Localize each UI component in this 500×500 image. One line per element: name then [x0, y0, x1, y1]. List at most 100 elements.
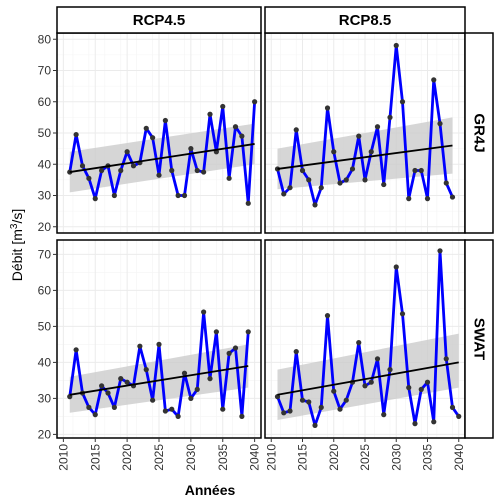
data-point — [143, 367, 149, 373]
data-point — [252, 99, 258, 105]
x-tick-label-2030: 2030 — [184, 444, 198, 471]
data-point — [92, 196, 98, 202]
data-point — [399, 311, 406, 317]
data-point — [105, 390, 111, 396]
trend-line — [69, 143, 255, 173]
data-point — [169, 167, 175, 174]
data-point — [239, 413, 245, 419]
data-point — [393, 264, 399, 270]
panel-SWAT-RCP8.5 — [264, 239, 466, 439]
data-point — [226, 350, 232, 356]
data-point — [437, 121, 443, 127]
data-point — [156, 341, 162, 347]
trend-line — [277, 361, 459, 396]
strip-label-GR4J: GR4J — [471, 113, 488, 152]
data-point — [312, 202, 318, 208]
data-point — [162, 408, 168, 414]
data-point — [312, 422, 318, 428]
y-tick-label-SWAT-40: 40 — [38, 355, 52, 369]
panel-GR4J-RCP4.5 — [56, 32, 262, 234]
x-tick-label-2020: 2020 — [327, 444, 341, 471]
y-tick-label-SWAT-30: 30 — [38, 391, 52, 405]
data-point — [293, 349, 299, 355]
strip-RCP8.5 — [264, 6, 466, 34]
data-point — [220, 103, 226, 110]
data-point — [73, 131, 79, 138]
data-point — [169, 406, 175, 412]
data-point — [324, 105, 331, 111]
data-point — [362, 383, 368, 389]
data-point — [111, 404, 117, 410]
data-point — [356, 133, 362, 139]
data-point — [424, 196, 431, 202]
data-point — [137, 343, 143, 349]
data-point — [232, 124, 239, 130]
data-point — [220, 406, 226, 412]
data-point — [150, 135, 156, 141]
data-point — [431, 77, 437, 83]
y-tick-label-GR4J-40: 40 — [38, 157, 52, 171]
x-tick-label-2025: 2025 — [152, 444, 166, 471]
data-point — [449, 404, 456, 410]
data-point — [374, 356, 381, 362]
x-tick-label-2020: 2020 — [120, 444, 134, 471]
data-point — [443, 180, 449, 186]
y-tick-label-GR4J-80: 80 — [38, 32, 52, 46]
strip-label-SWAT: SWAT — [471, 318, 488, 360]
data-point — [118, 376, 124, 382]
data-point — [381, 181, 387, 188]
strip-SWAT — [464, 239, 494, 439]
data-point — [337, 180, 343, 186]
data-point — [111, 192, 117, 199]
data-point — [393, 42, 399, 49]
data-point — [130, 163, 137, 169]
data-point — [79, 163, 86, 169]
data-point — [245, 200, 251, 206]
x-tick-label-2025: 2025 — [358, 444, 372, 471]
y-tick-label-GR4J-20: 20 — [38, 220, 52, 234]
data-point — [343, 397, 349, 403]
x-tick-label-2040: 2040 — [452, 444, 466, 471]
data-point — [207, 111, 213, 117]
data-point — [406, 196, 412, 202]
data-point — [331, 388, 337, 394]
data-point — [245, 329, 251, 335]
data-point — [437, 248, 443, 254]
data-point — [299, 397, 306, 403]
data-point — [118, 167, 124, 174]
data-point — [287, 185, 293, 191]
data-point — [449, 194, 456, 200]
y-axis-title-sup: 3 — [9, 223, 20, 229]
y-tick-label-GR4J-50: 50 — [38, 126, 52, 140]
data-point — [412, 421, 418, 427]
data-point — [86, 175, 92, 181]
x-tick-label-2035: 2035 — [216, 444, 230, 471]
data-point — [92, 412, 98, 418]
x-tick-label-2040: 2040 — [248, 444, 262, 471]
data-point — [194, 167, 200, 174]
x-tick-label-2010: 2010 — [264, 444, 278, 471]
data-point — [418, 386, 424, 392]
x-tick-label-2015: 2015 — [88, 444, 102, 471]
data-point — [99, 383, 105, 389]
data-point — [387, 367, 393, 373]
data-point — [181, 192, 188, 199]
data-point — [201, 309, 207, 315]
data-point — [318, 185, 324, 191]
data-point — [287, 408, 293, 414]
x-tick-label-2035: 2035 — [421, 444, 435, 471]
data-point — [431, 419, 437, 425]
series-line — [68, 101, 257, 205]
column-strips: RCP4.5 RCP8.5 — [56, 6, 466, 34]
data-point — [188, 395, 194, 401]
data-point — [156, 172, 162, 178]
y-tick-label-GR4J-30: 30 — [38, 189, 52, 203]
data-point — [368, 149, 374, 155]
panel-SWAT-RCP4.5 — [56, 239, 262, 439]
y-tick-label-GR4J-70: 70 — [38, 64, 52, 78]
y-axis-title: Débit [m3/s] — [9, 209, 25, 281]
data-point — [331, 149, 337, 155]
data-point — [175, 192, 181, 199]
